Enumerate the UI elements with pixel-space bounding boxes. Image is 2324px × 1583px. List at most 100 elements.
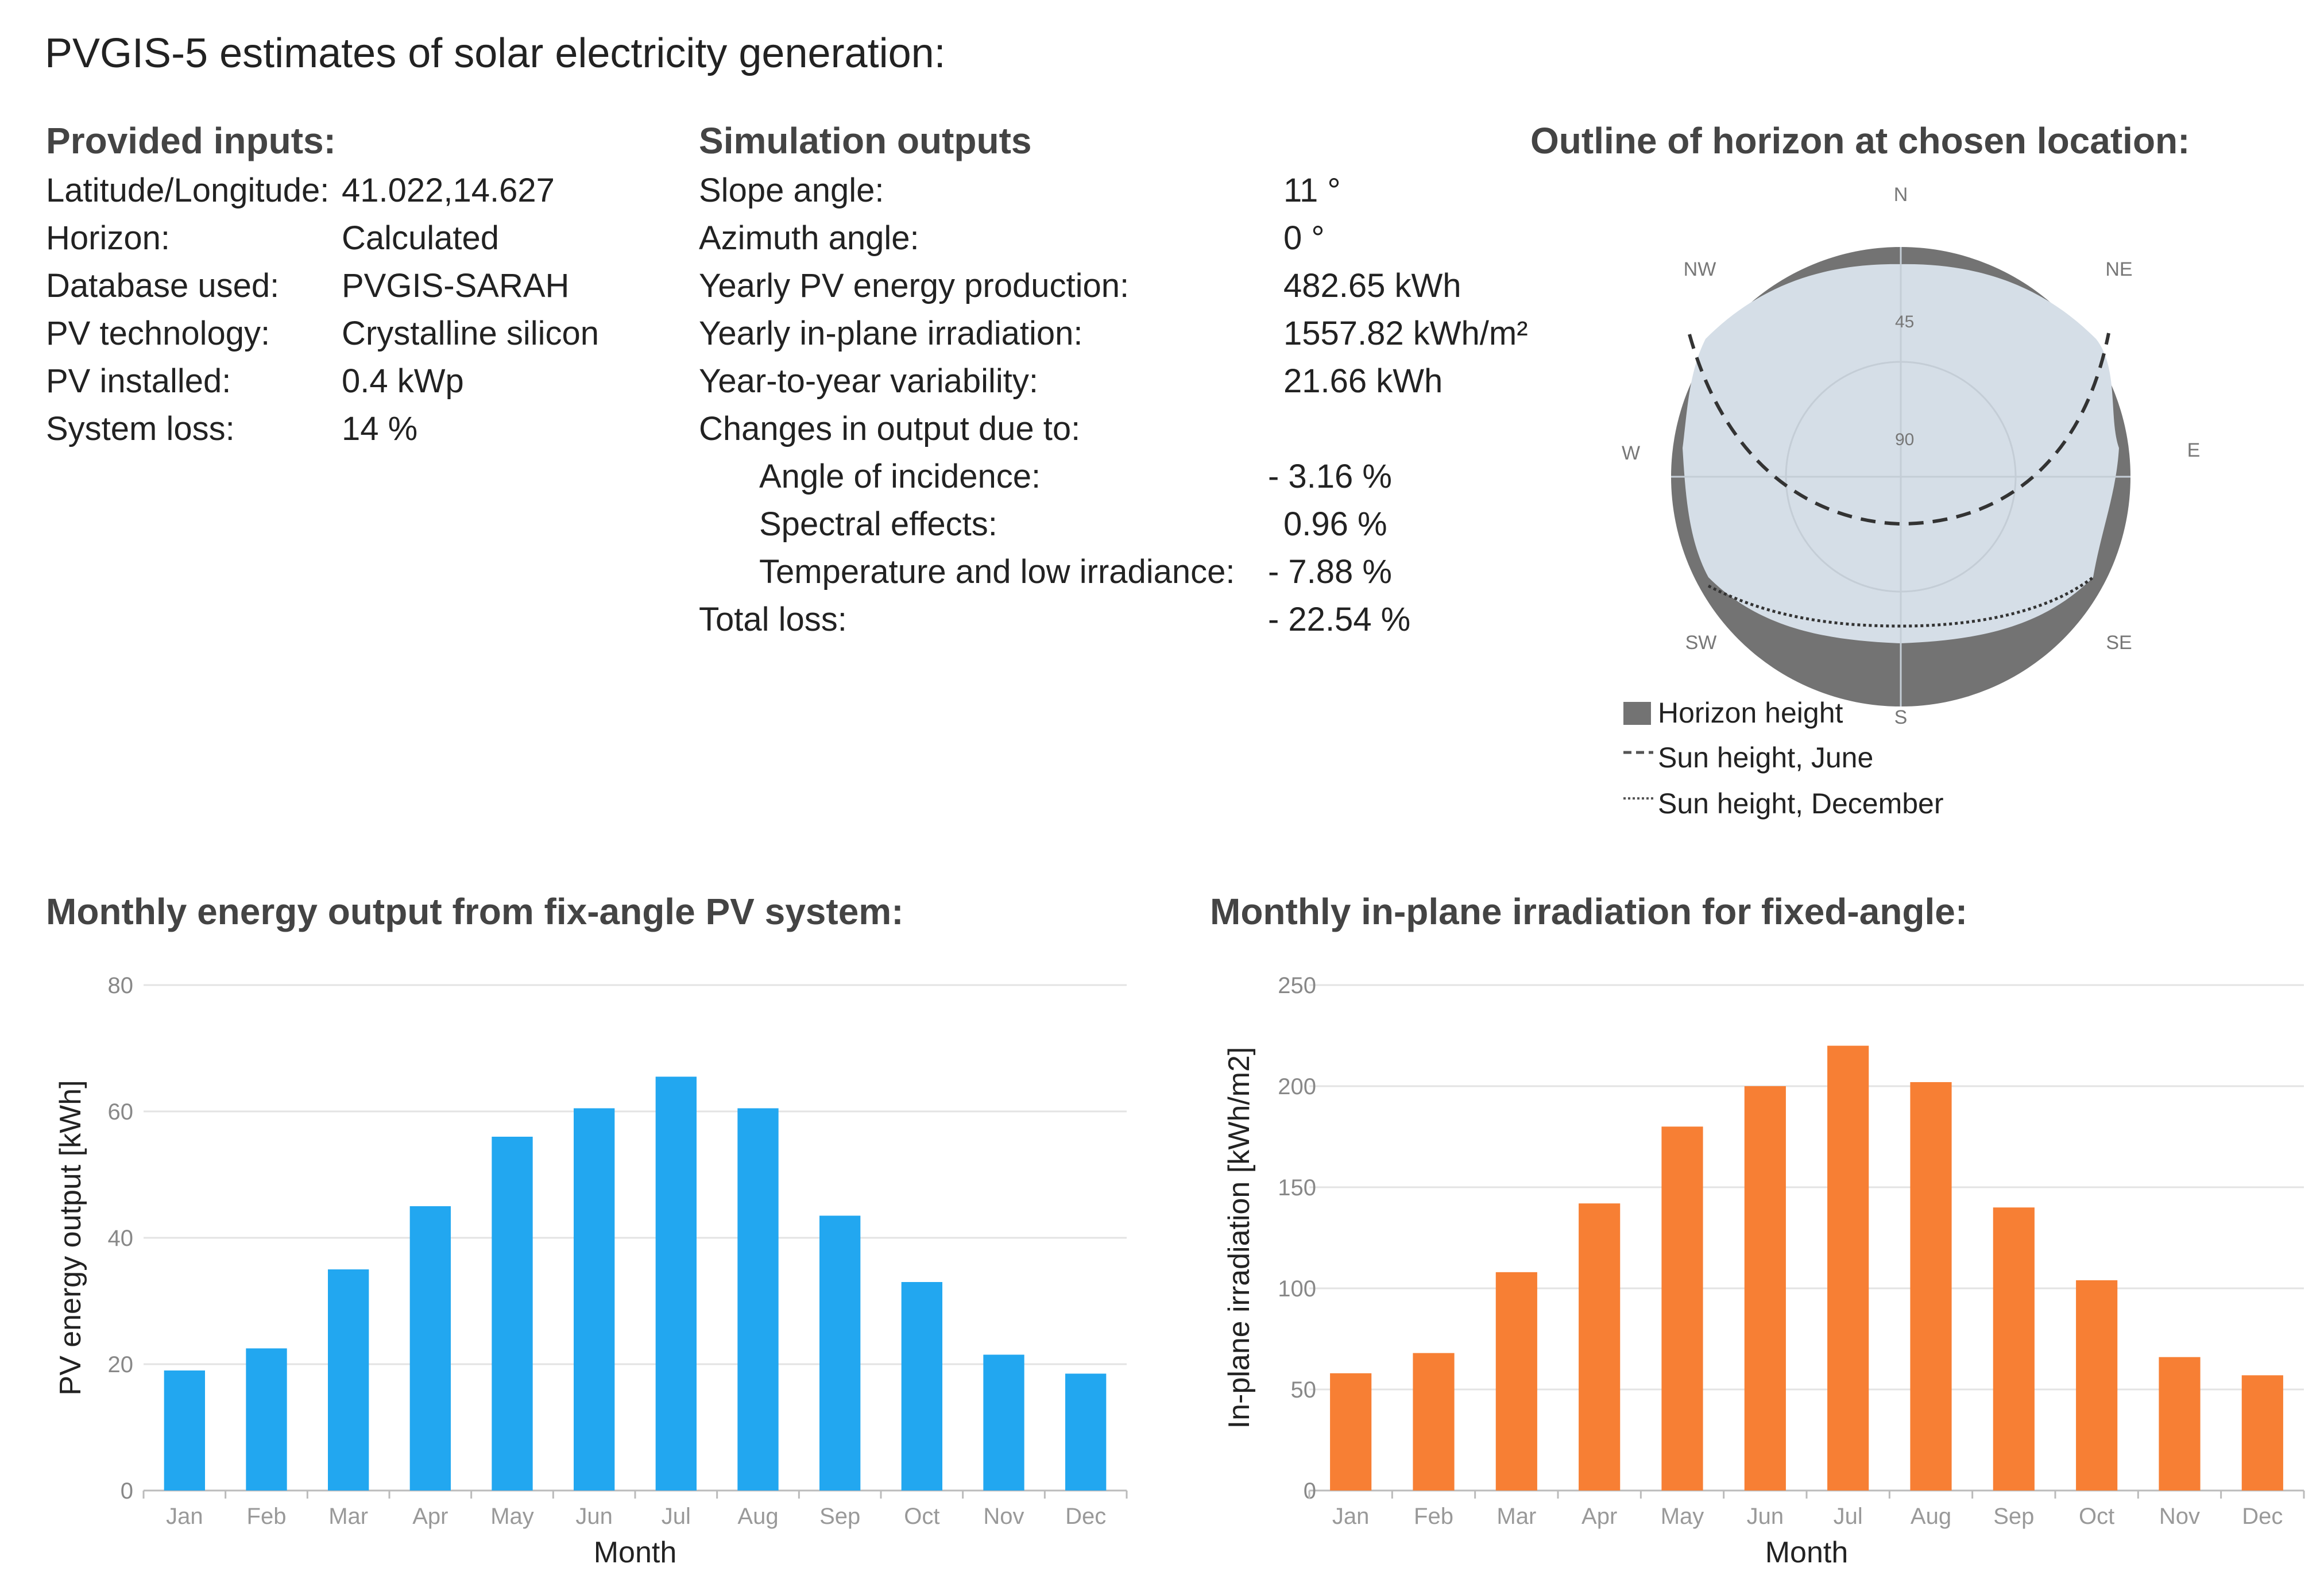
x-tick-label: Nov [2159, 1504, 2200, 1529]
y-tick-label: 150 [1278, 1175, 1316, 1200]
bar-may [1661, 1126, 1703, 1491]
output-value: 482.65 kWh [1283, 267, 1461, 304]
y-tick-label: 0 [121, 1478, 133, 1504]
x-axis-label: Month [594, 1536, 677, 1569]
x-tick-label: Jan [1332, 1504, 1370, 1529]
compass-nw: NW [1684, 258, 1716, 280]
x-tick-label: Apr [412, 1504, 448, 1529]
output-value: 0.96 % [1283, 505, 1387, 543]
output-value: - 22.54 % [1268, 601, 1411, 638]
outputs-heading: Simulation outputs [699, 120, 1032, 161]
legend-label-june: Sun height, June [1658, 742, 1874, 774]
input-value: PVGIS-SARAH [342, 267, 570, 304]
x-tick-label: Aug [737, 1504, 778, 1529]
sun-path-december [1707, 576, 2094, 628]
x-tick-label: Jun [575, 1504, 613, 1529]
x-tick-label: May [490, 1504, 534, 1529]
output-label: Temperature and low irradiance: [759, 553, 1235, 590]
y-axis-label: PV energy output [kWh] [54, 1080, 87, 1395]
x-tick-label: Dec [2242, 1504, 2283, 1529]
bar-dec [1065, 1373, 1107, 1491]
x-tick-label: Jul [1834, 1504, 1863, 1529]
output-label: Spectral effects: [759, 505, 997, 543]
bar-sep [819, 1215, 861, 1491]
bar-jul [1827, 1045, 1869, 1491]
x-tick-label: May [1661, 1504, 1704, 1529]
output-label: Yearly in-plane irradiation: [699, 315, 1083, 352]
input-label: PV technology: [46, 315, 270, 352]
y-tick-label: 200 [1278, 1074, 1316, 1099]
legend-label-december: Sun height, December [1658, 787, 1944, 820]
bar-sep [1993, 1207, 2035, 1491]
output-label: Year-to-year variability: [699, 362, 1038, 400]
bar-oct [2076, 1280, 2118, 1491]
bar-jun [1744, 1086, 1786, 1491]
compass-s: S [1894, 706, 1908, 728]
bar-may [492, 1137, 533, 1491]
y-tick-label: 100 [1278, 1276, 1316, 1302]
input-label: PV installed: [46, 362, 231, 400]
compass-sw: SW [1685, 632, 1717, 654]
bar-apr [1579, 1203, 1621, 1491]
sun-path-june [1688, 333, 2110, 526]
output-value: - 3.16 % [1268, 458, 1392, 495]
compass-w: W [1622, 442, 1640, 464]
y-tick-label: 60 [108, 1099, 134, 1125]
y-tick-label: 40 [108, 1226, 134, 1251]
page-title: PVGIS-5 estimates of solar electricity g… [45, 30, 946, 76]
bar-mar [328, 1269, 369, 1491]
output-value: 21.66 kWh [1283, 362, 1443, 400]
input-value: Calculated [342, 219, 500, 257]
output-value: 0 ° [1283, 219, 1325, 257]
y-tick-label: 20 [108, 1352, 134, 1377]
x-tick-label: Jul [662, 1504, 691, 1529]
y-tick-label: 50 [1291, 1377, 1317, 1403]
output-label: Yearly PV energy production: [699, 267, 1130, 304]
x-axis-label: Month [1765, 1536, 1849, 1569]
y-tick-label: 250 [1278, 973, 1316, 998]
x-tick-label: Apr [1581, 1504, 1617, 1529]
bar-jul [655, 1076, 697, 1491]
output-label: Angle of incidence: [759, 458, 1041, 495]
bar-dec [2241, 1375, 2283, 1491]
ring-label-45: 45 [1895, 312, 1914, 331]
compass-e: E [2187, 439, 2201, 461]
y-tick-label: 80 [108, 973, 134, 998]
x-tick-label: Feb [247, 1504, 287, 1529]
bar-jun [574, 1108, 615, 1491]
horizon-polar-plot: 45 90 N NE E SE S SW W NW [1622, 184, 2201, 728]
legend-label-horizon: Horizon height [1658, 697, 1843, 729]
output-label: Changes in output due to: [699, 410, 1081, 447]
bar-jan [1330, 1373, 1372, 1491]
bar-nov [983, 1354, 1024, 1491]
legend-line-december [1623, 797, 1653, 800]
x-tick-label: Mar [328, 1504, 368, 1529]
legend-swatch-horizon [1623, 702, 1651, 725]
input-label: Latitude/Longitude: [46, 172, 330, 209]
compass-n: N [1894, 184, 1908, 206]
irradiation-chart: 050100150200250JanFebMarAprMayJunJulAugS… [1223, 973, 2305, 1569]
bar-nov [2159, 1357, 2201, 1491]
bar-feb [246, 1348, 287, 1491]
horizon-heading: Outline of horizon at chosen location: [1530, 120, 2190, 161]
bar-aug [1910, 1082, 1952, 1491]
bar-apr [409, 1206, 451, 1491]
x-tick-label: Oct [904, 1504, 939, 1529]
x-tick-label: Feb [1414, 1504, 1453, 1529]
compass-se: SE [2106, 632, 2132, 654]
chart2-title: Monthly in-plane irradiation for fixed-a… [1210, 891, 1968, 932]
input-label: Horizon: [46, 219, 170, 257]
input-value: 41.022,14.627 [342, 172, 555, 209]
input-label: Database used: [46, 267, 280, 304]
legend-line-june [1623, 751, 1653, 754]
x-tick-label: Jun [1747, 1504, 1784, 1529]
bar-mar [1495, 1272, 1537, 1491]
ring-label-90: 90 [1895, 430, 1914, 449]
output-value: 1557.82 kWh/m² [1283, 315, 1528, 352]
bar-feb [1413, 1353, 1455, 1491]
x-tick-label: Oct [2079, 1504, 2114, 1529]
input-value: Crystalline silicon [342, 315, 600, 352]
input-value: 0.4 kWp [342, 362, 464, 400]
y-axis-label: In-plane irradiation [kWh/m2] [1223, 1047, 1256, 1429]
inputs-heading: Provided inputs: [46, 120, 336, 161]
